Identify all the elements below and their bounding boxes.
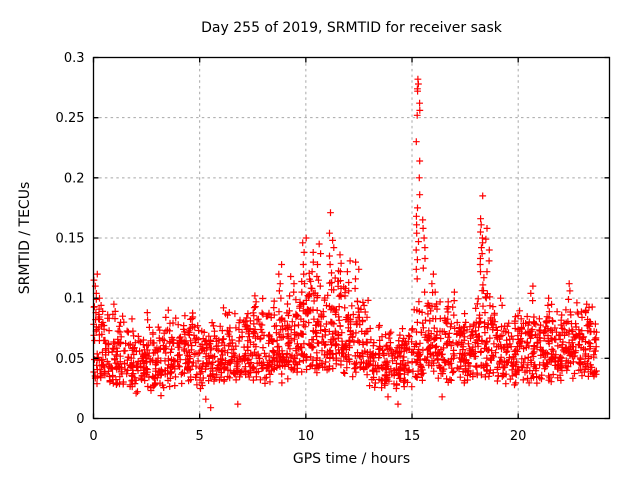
x-axis-label: GPS time / hours (292, 451, 411, 467)
svg-text:0.05: 0.05 (56, 352, 85, 367)
svg-text:0.2: 0.2 (64, 171, 85, 186)
svg-text:0: 0 (89, 429, 97, 444)
svg-text:20: 20 (510, 429, 527, 444)
svg-text:0.3: 0.3 (64, 51, 85, 66)
svg-text:5: 5 (196, 429, 204, 444)
chart-title: Day 255 of 2019, SRMTID for receiver sas… (201, 20, 502, 36)
svg-text:0.15: 0.15 (56, 232, 85, 247)
svg-text:0.1: 0.1 (64, 292, 85, 307)
svg-text:10: 10 (298, 429, 315, 444)
svg-text:15: 15 (404, 429, 421, 444)
svg-text:0.25: 0.25 (56, 111, 85, 126)
svg-text:0: 0 (76, 412, 84, 427)
